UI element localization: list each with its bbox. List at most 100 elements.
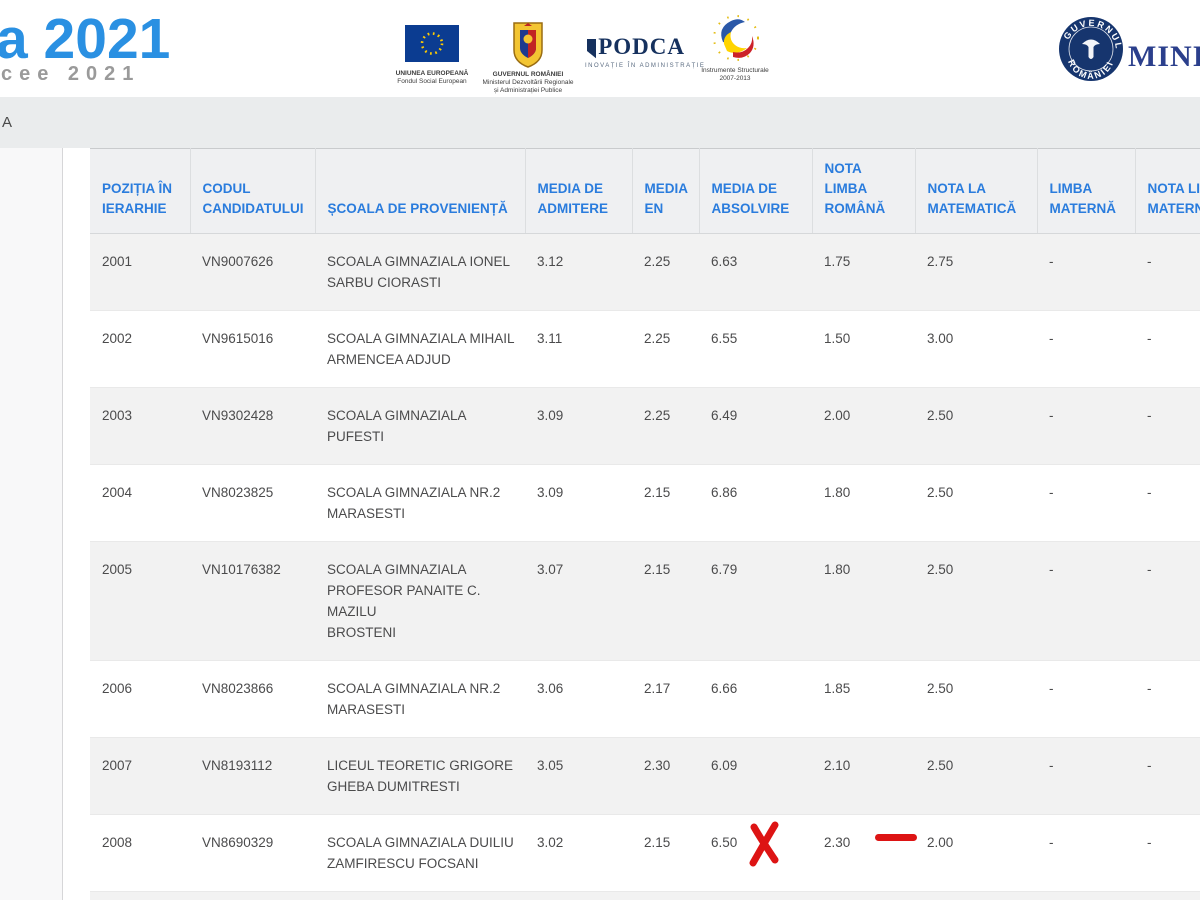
- seal-eagle-icon: [1082, 39, 1100, 59]
- column-header-2: CODUL CANDIDATULUI: [190, 148, 316, 234]
- table-cell: -: [1037, 387, 1135, 465]
- table-cell: 2.25: [632, 233, 699, 311]
- eu-flag-icon: [405, 25, 459, 62]
- table-cell: 2.10: [812, 737, 915, 815]
- structural-caption-1: Instrumente Structurale: [701, 67, 769, 74]
- column-header-10: NOTA LIMBA MATERNĂ: [1135, 148, 1200, 234]
- table-cell: -: [1135, 387, 1200, 465]
- table-cell: 6.66: [699, 660, 812, 738]
- table-cell: 6.63: [699, 233, 812, 311]
- table-cell: 1.80: [812, 541, 915, 661]
- table-cell: SCOALA GIMNAZIALA STEFAN CEL MARE FOCSAN…: [315, 891, 525, 900]
- table-cell: 2.00: [915, 814, 1037, 892]
- table-cell: 3.09: [525, 464, 632, 542]
- table-cell: 2.25: [632, 387, 699, 465]
- table-cell: 8.05: [699, 891, 812, 900]
- column-header-3: ȘCOALA DE PROVENIENȚĂ: [315, 148, 526, 234]
- table-cell: 2006: [90, 660, 190, 738]
- table-cell: 6.55: [699, 310, 812, 388]
- table-cell: 6.09: [699, 737, 812, 815]
- table-cell: SCOALA GIMNAZIALA PROFESOR PANAITE C. MA…: [315, 541, 525, 661]
- table-cell: SCOALA GIMNAZIALA MIHAIL ARMENCEA ADJUD: [315, 310, 525, 388]
- red-x-annotation: [749, 821, 779, 867]
- table-cell: VN8023866: [190, 660, 315, 738]
- table-cell: -: [1037, 737, 1135, 815]
- table-cell: 2007: [90, 737, 190, 815]
- red-dash-annotation: [875, 834, 917, 841]
- table-row: 2005 VN10176382 SCOALA GIMNAZIALA PROFESOR…: [90, 541, 1200, 661]
- table-cell: SCOALA GIMNAZIALA NR.2 MARASESTI: [315, 660, 525, 738]
- table-cell: 2.15: [632, 464, 699, 542]
- table-cell: 1.80: [812, 464, 915, 542]
- eu-caption-2: Fondul Social European: [397, 78, 467, 85]
- gov-coat-of-arms-logo: GUVERNUL ROMÂNIEI Ministerul Dezvoltării…: [468, 22, 588, 95]
- table-cell: VN9302428: [190, 387, 315, 465]
- gov-caption-1: GUVERNUL ROMÂNIEI: [492, 71, 564, 78]
- table-cell: 6.86: [699, 464, 812, 542]
- table-cell: -: [1037, 660, 1135, 738]
- table-cell: -: [1135, 233, 1200, 311]
- table-cell: -: [1135, 814, 1200, 892]
- table-cell: SCOALA GIMNAZIALA DUILIU ZAMFIRESCU FOCS…: [315, 814, 525, 892]
- table-body: 2001 VN9007626 SCOALA GIMNAZIALA IONEL SAR…: [90, 233, 1200, 900]
- top-header: a 2021 cee 2021 UNIUNEA EUROPEANĂ Fondul…: [0, 0, 1200, 97]
- table-cell: 2.30: [632, 737, 699, 815]
- table-cell: 3.05: [525, 737, 632, 815]
- table-cell: 3.06: [525, 660, 632, 738]
- table-cell: -: [1037, 814, 1135, 892]
- table-cell: 1.50: [812, 891, 915, 900]
- table-cell: 3.00: [915, 310, 1037, 388]
- site-subtitle: cee 2021: [1, 63, 141, 85]
- column-header-5: MEDIA EN: [632, 148, 700, 234]
- podca-caption: INOVAȚIE ÎN ADMINISTRAȚIE: [585, 63, 706, 69]
- table-cell: LICEUL TEORETIC GRIGORE GHEBA DUMITRESTI: [315, 737, 525, 815]
- table-cell: 2.75: [915, 233, 1037, 311]
- table-row: 2003 VN9302428 SCOALA GIMNAZIALA PUFESTI 3.…: [90, 387, 1200, 465]
- eu-flag-logo: UNIUNEA EUROPEANĂ Fondul Social European: [380, 25, 484, 86]
- table-cell: VN9007626: [190, 233, 315, 311]
- site-title: a 2021: [0, 7, 171, 71]
- table-cell: 2.50: [915, 737, 1037, 815]
- table-header-row: POZIȚIA ÎN IERARHIE CODUL CANDIDATULUI ȘCO…: [90, 148, 1200, 234]
- table-row: 2006 VN8023866 SCOALA GIMNAZIALA NR.2 MARA…: [90, 660, 1200, 738]
- table-cell: 3.09: [525, 387, 632, 465]
- results-table: POZIȚIA ÎN IERARHIE CODUL CANDIDATULUI ȘCO…: [90, 148, 1200, 900]
- table-cell: VN9615016: [190, 310, 315, 388]
- table-cell: VN8193112: [190, 737, 315, 815]
- table-cell: VN8496559: [190, 891, 315, 900]
- table-cell: 2003: [90, 387, 190, 465]
- table-row: 2008 VN8690329 SCOALA GIMNAZIALA DUILIU ZA…: [90, 814, 1200, 892]
- table-cell: 2001: [90, 233, 190, 311]
- table-row: 2009VN8496559SCOALA GIMNAZIALA STEFAN CE…: [90, 891, 1200, 900]
- table-row: 2007 VN8193112 LICEUL TEORETIC GRIGORE GHE…: [90, 737, 1200, 815]
- table-cell: 2.00: [915, 891, 1037, 900]
- table-cell: 6.49: [699, 387, 812, 465]
- table-cell: 3.12: [525, 233, 632, 311]
- structural-caption-2: 2007-2013: [719, 75, 751, 82]
- table-cell: -: [1135, 541, 1200, 661]
- government-seal-icon: GUVERNUL ROMÂNIEI: [1059, 17, 1123, 81]
- table-cell: -: [1037, 310, 1135, 388]
- table-cell: 1.85: [812, 660, 915, 738]
- table-cell: VN8690329: [190, 814, 315, 892]
- table-cell: SCOALA GIMNAZIALA IONEL SARBU CIORASTI: [315, 233, 525, 311]
- table-cell: 3.07: [525, 541, 632, 661]
- table-cell: 6.79: [699, 541, 812, 661]
- table-cell: 2004: [90, 464, 190, 542]
- gov-caption-2: Ministerul Dezvoltării Regionale: [482, 79, 574, 86]
- table-cell: 2.50: [915, 541, 1037, 661]
- column-header-1: POZIȚIA ÎN IERARHIE: [90, 148, 191, 234]
- table-cell: -: [1135, 310, 1200, 388]
- column-header-8: NOTA LA MATEMATICĂ: [915, 148, 1038, 234]
- table-cell: -: [1037, 891, 1135, 900]
- structural-swirl-icon: [713, 15, 759, 61]
- structural-instruments-logo: Instrumente Structurale 2007-2013: [690, 12, 780, 83]
- table-cell: 2008: [90, 814, 190, 892]
- table-cell: 2009: [90, 891, 190, 900]
- table-cell: 3.02: [525, 814, 632, 892]
- table-cell: -: [1037, 464, 1135, 542]
- podca-logo: PODCA INOVAȚIE ÎN ADMINISTRAȚIE: [585, 33, 706, 69]
- results-table-wrap: POZIȚIA ÎN IERARHIE CODUL CANDIDATULUI ȘCO…: [90, 148, 1200, 900]
- gov-caption-3: și Administrației Publice: [493, 87, 563, 94]
- left-rail: [0, 148, 63, 900]
